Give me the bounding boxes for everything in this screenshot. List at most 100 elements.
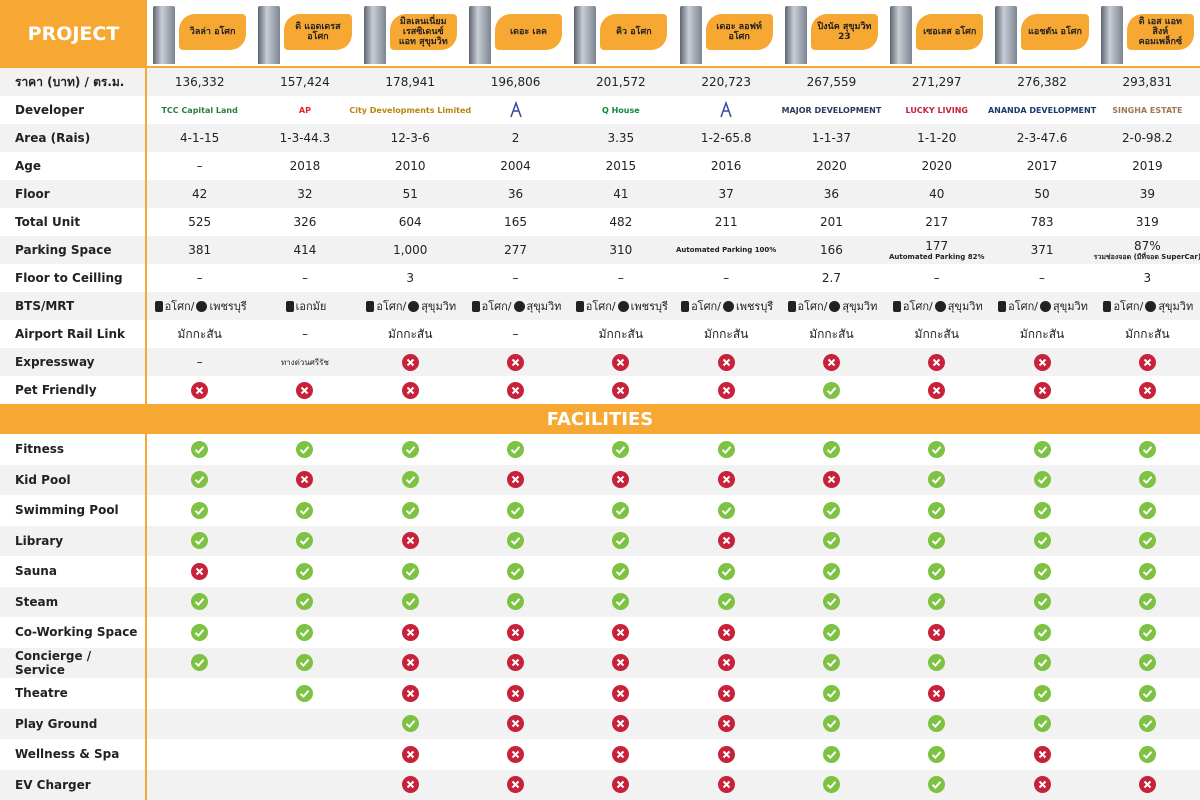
- icon-bg: [612, 501, 630, 519]
- cell: [252, 556, 357, 587]
- row-bg: [0, 124, 1200, 152]
- cell: [568, 770, 673, 800]
- cell: [779, 678, 884, 709]
- cell-text: 2.7: [821, 271, 841, 285]
- cell: [147, 648, 252, 679]
- bts-icon: [787, 300, 796, 312]
- cell: เอกมัย: [252, 292, 357, 320]
- cell: [568, 587, 673, 618]
- check-icon: [401, 501, 419, 519]
- icon-bg: [1138, 532, 1156, 550]
- cell-text: 277: [504, 243, 527, 257]
- logo-glyph: [720, 101, 732, 118]
- row-label: Steam: [0, 586, 147, 617]
- cell: 177 Automated Parking 82%: [884, 236, 989, 264]
- check-icon: [191, 654, 209, 672]
- cell-text: 211: [714, 215, 738, 229]
- cell-text: 414: [293, 243, 317, 257]
- check-icon: [191, 532, 209, 550]
- cell: [463, 495, 568, 526]
- icon-bg: [928, 440, 946, 458]
- icon-bg: [191, 501, 209, 519]
- icon-glyph: [301, 476, 309, 484]
- cell-text: 136,332: [174, 75, 225, 89]
- icon-bg: [401, 562, 419, 580]
- cell: [779, 648, 884, 679]
- icon-glyph: [932, 659, 942, 668]
- icon-glyph: [826, 506, 837, 515]
- icon-bg: [928, 745, 946, 763]
- icon-bg: [401, 440, 419, 458]
- icon-glyph: [933, 689, 941, 697]
- cell: [989, 376, 1094, 404]
- icon-glyph: [1142, 720, 1153, 729]
- cell: [779, 556, 884, 587]
- cell-text: 525: [188, 215, 212, 229]
- check-icon: [717, 593, 735, 611]
- icon-glyph: [1038, 781, 1046, 789]
- bts-station: เอกมัย: [295, 300, 327, 313]
- row-label: Theatre: [0, 678, 147, 709]
- transit: อโศก/สุขุมวิท: [470, 297, 562, 315]
- icon-bg: [296, 532, 314, 550]
- icon-bg: [296, 562, 314, 580]
- icon-bg: [822, 593, 840, 611]
- icon-bg: [1033, 623, 1051, 641]
- check-icon: [822, 440, 840, 458]
- check-icon: [1033, 684, 1051, 702]
- cell-text: มักกะสัน: [388, 326, 433, 341]
- cell: 293,831: [1095, 68, 1200, 96]
- cell-text: 1-1-37: [811, 131, 852, 145]
- check-icon: [401, 471, 419, 489]
- cross-icon: [507, 715, 525, 733]
- cell: [989, 678, 1094, 709]
- cell: 51: [358, 180, 463, 208]
- icon-glyph: [405, 445, 415, 454]
- cell-text: 201,572: [596, 75, 646, 89]
- cell-text: –: [933, 271, 940, 285]
- mrt-station: เพชรบุรี: [735, 300, 774, 313]
- row-label: Swimming Pool: [0, 495, 147, 526]
- icon-glyph: [616, 567, 626, 576]
- icon-glyph: [932, 781, 942, 790]
- check-icon: [296, 654, 314, 672]
- cell-text: 1-1-20: [917, 131, 957, 145]
- icon-glyph: [405, 720, 415, 729]
- cell-note: Automated Parking 82%: [889, 253, 985, 261]
- cell: [884, 495, 989, 526]
- cell: [252, 526, 357, 557]
- cell: [989, 465, 1094, 496]
- transit: เอกมัย: [284, 297, 327, 315]
- check-icon: [507, 593, 525, 611]
- cell-text: 3: [406, 271, 415, 285]
- icon-glyph: [1038, 386, 1046, 394]
- icon-glyph: [300, 628, 310, 637]
- cell: อโศก/เพชรบุรี: [568, 292, 673, 320]
- cell: [463, 96, 568, 124]
- cell: มักกะสัน: [884, 320, 989, 348]
- check-icon: [822, 715, 840, 733]
- cell-text: –: [723, 271, 730, 285]
- cell: [989, 434, 1094, 465]
- icon-glyph: [722, 628, 730, 636]
- icon-glyph: [932, 445, 942, 454]
- cell: อโศก/เพชรบุรี: [147, 292, 252, 320]
- cell: 217: [884, 208, 989, 236]
- mrt-station: สุขุมวิท: [1158, 300, 1194, 313]
- cell-text: 2019: [1132, 159, 1163, 173]
- check-icon: [1138, 471, 1156, 489]
- cell: อโศก/สุขุมวิท: [1095, 292, 1200, 320]
- mrt-station: สุขุมวิท: [526, 300, 562, 313]
- mrt-icon: [513, 300, 525, 312]
- cell-text: 2020: [921, 159, 953, 173]
- cell-text: 4-1-15: [180, 131, 220, 145]
- cross-icon: [401, 745, 419, 763]
- cell: [989, 709, 1094, 740]
- check-icon: [612, 440, 630, 458]
- icon-glyph: [826, 537, 837, 546]
- check-icon: [296, 440, 314, 458]
- cell-text: –: [196, 271, 203, 285]
- cross-icon: [612, 623, 630, 641]
- icon-bg: [1138, 654, 1156, 672]
- icon-bg: [928, 593, 946, 611]
